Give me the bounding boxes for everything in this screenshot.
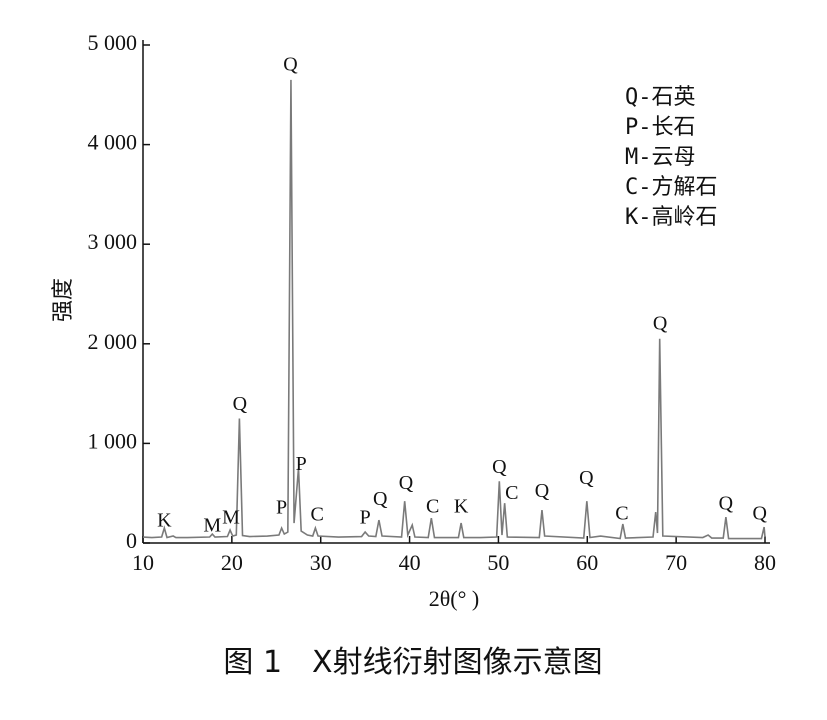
legend-entry: P-长石 [625, 115, 696, 140]
peak-label: C [615, 503, 628, 525]
peak-label: Q [653, 312, 668, 334]
x-axis-label: 2θ(° ) [429, 586, 480, 611]
x-tick-label: 60 [576, 550, 598, 575]
y-tick-label: 0 [126, 528, 137, 553]
peak-label: Q [752, 503, 767, 525]
x-tick-label: 40 [399, 550, 421, 575]
y-tick-label: 5 000 [88, 30, 138, 55]
y-tick-label: 2 000 [88, 329, 138, 354]
peak-label: Q [535, 480, 550, 502]
caption: 图 1 X射线衍射图像示意图 [223, 645, 602, 680]
peak-label: K [454, 496, 469, 518]
x-tick-label: 20 [221, 550, 243, 575]
y-axis-label: 强度 [50, 278, 75, 322]
legend-entry: K-高岭石 [625, 205, 718, 230]
x-tick-label: 50 [487, 550, 509, 575]
peak-label: Q [579, 467, 594, 489]
peak-label: M [203, 515, 221, 537]
peak-label: Q [492, 456, 507, 478]
peak-label: K [157, 510, 172, 532]
legend-entry: C-方解石 [625, 175, 718, 200]
peak-label: Q [719, 493, 734, 515]
peak-label: C [310, 504, 323, 526]
legend-entry: Q-石英 [625, 85, 696, 110]
y-tick-label: 1 000 [88, 428, 138, 453]
peak-label: Q [373, 488, 388, 510]
peak-label: M [222, 507, 240, 529]
y-tick-label: 3 000 [88, 229, 138, 254]
peak-label: P [276, 497, 287, 519]
y-tick-label: 4 000 [88, 130, 138, 155]
peak-label: P [360, 507, 371, 529]
spectrum-line [142, 79, 766, 540]
peak-label: P [296, 453, 307, 475]
x-tick-label: 80 [754, 550, 776, 575]
x-tick-label: 30 [310, 550, 332, 575]
x-tick-label: 10 [132, 550, 154, 575]
peak-label: Q [399, 472, 414, 494]
peak-label: C [426, 496, 439, 518]
peak-label: Q [283, 54, 298, 76]
peak-label: C [505, 482, 518, 504]
legend-entry: M-云母 [625, 145, 696, 170]
peak-label: Q [233, 393, 248, 415]
x-tick-label: 70 [665, 550, 687, 575]
